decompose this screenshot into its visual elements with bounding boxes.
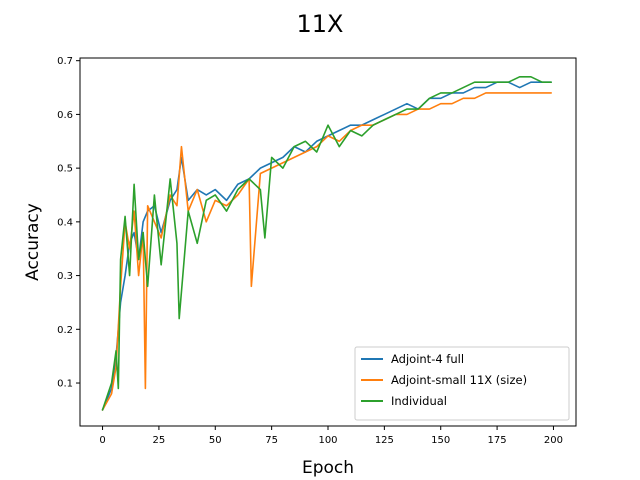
x-tick-label: 125 — [375, 435, 394, 446]
y-axis-title: Accuracy — [23, 203, 43, 281]
x-tick-label: 200 — [544, 435, 563, 446]
legend-label: Adjoint-4 full — [391, 352, 464, 366]
x-tick-label: 175 — [488, 435, 507, 446]
x-axis-title: Epoch — [302, 458, 354, 478]
y-tick-label: 0.2 — [57, 325, 73, 336]
x-tick-label: 75 — [265, 435, 278, 446]
x-tick-label: 150 — [431, 435, 450, 446]
legend-label: Adjoint-small 11X (size) — [391, 373, 527, 387]
legend-label: Individual — [391, 394, 447, 408]
y-tick-label: 0.4 — [57, 217, 73, 228]
legend-box — [354, 346, 570, 421]
x-tick-label: 50 — [209, 435, 222, 446]
x-axis: 0 25 50 75 100 125 150 175 200 — [99, 426, 563, 446]
x-tick-label: 0 — [99, 435, 105, 446]
x-tick-label: 25 — [153, 435, 166, 446]
series-line-1 — [101, 81, 553, 411]
y-tick-label: 0.3 — [57, 271, 73, 282]
x-tick-label: 100 — [318, 435, 337, 446]
series-group — [101, 76, 553, 411]
y-axis: 0.1 0.2 0.3 0.4 0.5 0.6 0.7 — [57, 56, 80, 390]
series-line-3 — [101, 76, 553, 411]
series-line-2 — [101, 92, 553, 411]
chart-title: 11X — [297, 10, 344, 38]
y-tick-label: 0.7 — [57, 56, 73, 67]
y-tick-label: 0.5 — [57, 164, 73, 175]
legend: Adjoint-4 full Adjoint-small 11X (size) In… — [354, 346, 570, 421]
y-tick-label: 0.6 — [57, 110, 73, 121]
y-tick-label: 0.1 — [57, 379, 73, 390]
